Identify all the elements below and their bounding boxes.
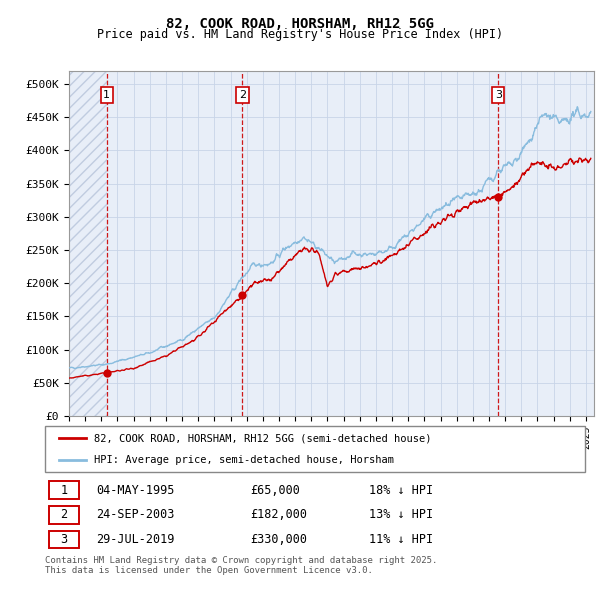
Bar <box>49 506 79 524</box>
Text: 13% ↓ HPI: 13% ↓ HPI <box>369 508 433 522</box>
Text: £65,000: £65,000 <box>250 484 300 497</box>
Text: 82, COOK ROAD, HORSHAM, RH12 5GG (semi-detached house): 82, COOK ROAD, HORSHAM, RH12 5GG (semi-d… <box>94 434 431 444</box>
Text: 2: 2 <box>239 90 246 100</box>
Text: Price paid vs. HM Land Registry's House Price Index (HPI): Price paid vs. HM Land Registry's House … <box>97 28 503 41</box>
Text: HPI: Average price, semi-detached house, Horsham: HPI: Average price, semi-detached house,… <box>94 454 394 464</box>
Text: £330,000: £330,000 <box>250 533 307 546</box>
Text: 3: 3 <box>495 90 502 100</box>
Text: 29-JUL-2019: 29-JUL-2019 <box>96 533 175 546</box>
Text: 2: 2 <box>61 508 68 522</box>
Bar <box>49 481 79 499</box>
Text: 82, COOK ROAD, HORSHAM, RH12 5GG: 82, COOK ROAD, HORSHAM, RH12 5GG <box>166 17 434 31</box>
Text: 1: 1 <box>61 484 68 497</box>
Text: Contains HM Land Registry data © Crown copyright and database right 2025.
This d: Contains HM Land Registry data © Crown c… <box>45 556 437 575</box>
Text: 1: 1 <box>103 90 110 100</box>
Bar <box>69 71 107 416</box>
Bar <box>49 530 79 548</box>
Text: 11% ↓ HPI: 11% ↓ HPI <box>369 533 433 546</box>
Text: 18% ↓ HPI: 18% ↓ HPI <box>369 484 433 497</box>
Text: 3: 3 <box>61 533 68 546</box>
Text: £182,000: £182,000 <box>250 508 307 522</box>
Text: 24-SEP-2003: 24-SEP-2003 <box>96 508 175 522</box>
Text: 04-MAY-1995: 04-MAY-1995 <box>96 484 175 497</box>
